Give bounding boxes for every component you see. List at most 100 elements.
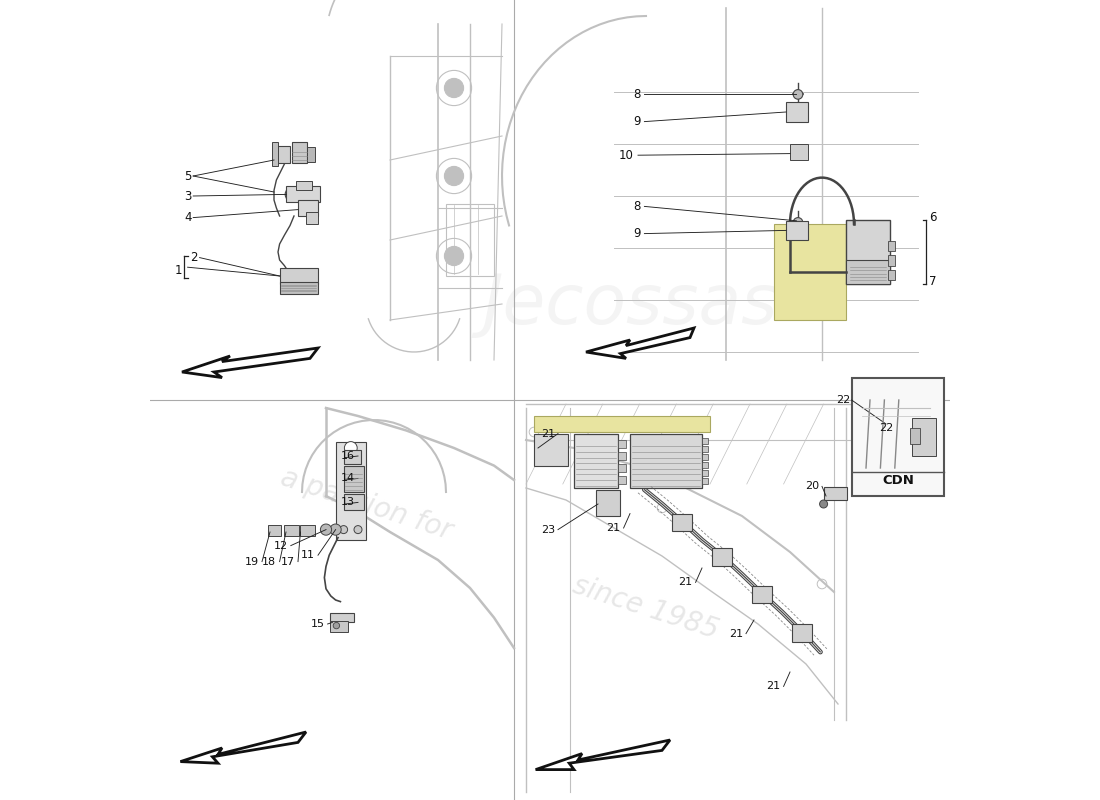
Circle shape [820,500,827,508]
Bar [330,613,354,622]
Text: 16: 16 [341,451,355,461]
Polygon shape [534,416,710,432]
Bar [343,466,364,492]
Bar [306,212,318,224]
Bar [702,462,708,468]
Text: 10: 10 [619,149,634,162]
Text: 21: 21 [679,578,692,587]
Bar [792,624,813,642]
Bar [343,494,364,510]
Bar [285,525,299,536]
Bar [307,147,315,162]
Polygon shape [774,224,846,320]
Bar [618,452,626,460]
Circle shape [444,246,463,266]
Bar [596,490,620,516]
Bar [296,181,312,190]
Text: since 1985: since 1985 [570,571,723,645]
Bar [702,438,708,444]
Bar [618,464,626,472]
Bar [300,525,315,536]
Bar [846,220,890,284]
Text: 6: 6 [930,211,937,224]
Text: 7: 7 [930,275,937,288]
Text: 1: 1 [175,264,182,277]
Text: 17: 17 [280,557,295,566]
Circle shape [320,524,331,535]
Bar [786,102,808,122]
Bar [343,450,361,464]
Circle shape [330,524,341,535]
Bar [912,418,936,456]
Text: 15: 15 [310,619,324,629]
Text: 18: 18 [262,557,276,566]
Bar [274,146,290,163]
Bar [790,144,807,160]
Text: 2: 2 [190,251,198,264]
Text: 8: 8 [632,88,640,101]
Circle shape [340,526,348,534]
Text: 21: 21 [767,682,780,691]
Text: 21: 21 [728,629,743,638]
Bar [630,434,702,488]
Text: 14: 14 [341,474,355,483]
Text: 21: 21 [606,523,620,533]
Text: 22: 22 [836,395,850,405]
Bar [889,241,894,251]
Bar [574,434,618,488]
Bar [846,260,890,284]
Bar [672,514,692,531]
Bar [330,621,348,632]
Bar [272,142,278,166]
Bar [446,204,494,276]
Bar [786,221,808,240]
Circle shape [444,78,463,98]
Text: 4: 4 [184,211,191,224]
Bar [279,282,318,294]
Text: 22: 22 [879,423,893,433]
Polygon shape [586,328,694,358]
Bar [889,270,894,280]
Polygon shape [182,348,318,378]
Text: 13: 13 [341,498,355,507]
Bar [824,487,847,500]
Circle shape [793,90,803,99]
Text: 21: 21 [541,429,554,438]
Bar [534,434,568,466]
Bar [852,378,945,496]
Bar [751,586,772,603]
Text: a passion for: a passion for [276,463,455,545]
Bar [618,440,626,448]
Polygon shape [336,442,366,540]
Text: CDN: CDN [882,474,914,486]
Bar [298,200,318,216]
Bar [293,142,307,163]
Text: 23: 23 [541,525,554,534]
Text: 8: 8 [632,200,640,213]
Text: 3: 3 [184,190,191,202]
Circle shape [354,526,362,534]
Text: 9: 9 [632,227,640,240]
Bar [889,255,894,266]
Circle shape [344,442,358,454]
Bar [618,476,626,484]
Polygon shape [536,740,670,770]
Polygon shape [180,732,306,763]
Circle shape [285,187,299,202]
Bar [702,478,708,484]
Bar [702,446,708,452]
Circle shape [444,166,463,186]
Text: 11: 11 [300,550,315,560]
Circle shape [793,218,803,227]
Text: 20: 20 [805,482,818,491]
Bar [279,268,318,284]
Text: 12: 12 [274,541,287,550]
Bar [268,525,282,536]
Text: 19: 19 [244,557,258,566]
Circle shape [333,622,340,629]
Text: 5: 5 [184,170,191,182]
Bar [702,470,708,476]
Text: 9: 9 [632,115,640,128]
Bar [702,454,708,460]
Bar [286,186,320,202]
